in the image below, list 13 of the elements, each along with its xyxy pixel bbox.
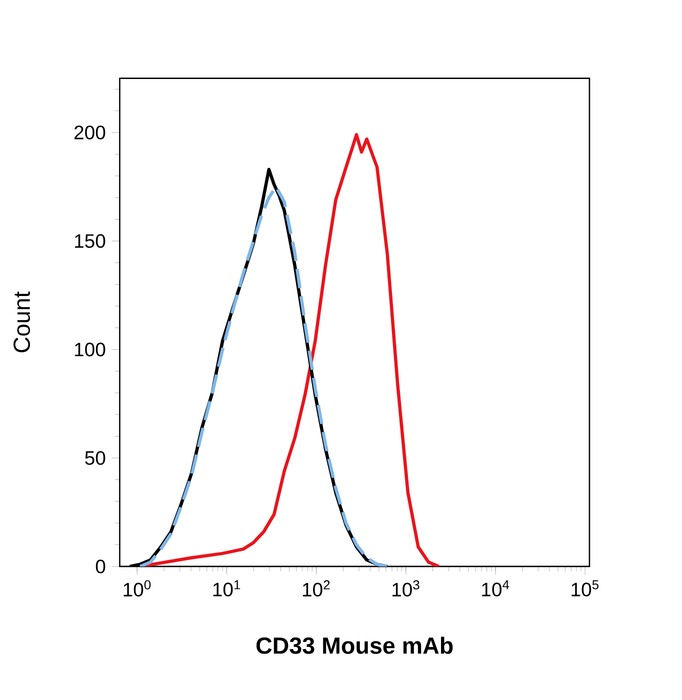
y-tick-label: 150 [75, 234, 106, 248]
x-tick-label: 10$^{3}$ [392, 580, 420, 597]
x-tick-label: 10$^{2}$ [303, 580, 330, 597]
x-tick-label: 10$^{1}$ [214, 580, 240, 596]
x-tick-label: 10$^{5}$ [572, 580, 599, 596]
y-axis-title: Count [14, 291, 30, 352]
y-tick-label: 0 [96, 560, 106, 574]
x-tick-label: 10$^{4}$ [482, 580, 510, 596]
x-axis-title: CD33 Mouse mAb [256, 636, 453, 654]
y-tick-label: 200 [74, 126, 106, 140]
y-tick-label: 50 [85, 451, 106, 465]
y-tick-label: 100 [75, 342, 106, 356]
x-tick-label: 10$^{0}$ [124, 580, 151, 597]
